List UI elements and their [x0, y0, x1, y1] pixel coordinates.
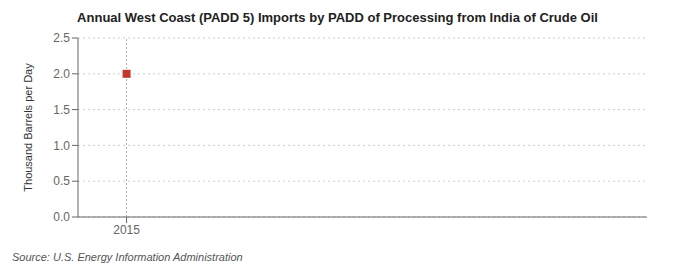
svg-text:2.0: 2.0	[53, 67, 70, 81]
svg-text:2.5: 2.5	[53, 31, 70, 45]
svg-text:2015: 2015	[113, 223, 140, 237]
svg-text:1.0: 1.0	[53, 139, 70, 153]
svg-text:1.5: 1.5	[53, 103, 70, 117]
svg-text:Thousand Barrels per Day: Thousand Barrels per Day	[22, 63, 34, 192]
svg-text:0.0: 0.0	[53, 210, 70, 224]
html-text:Annual West Coast (PADD 5) Imp: Annual West Coast (PADD 5) Imports by PA…	[77, 10, 598, 25]
html-text:Source: U.S. Energy Informatio: Source: U.S. Energy Information Administ…	[12, 251, 243, 263]
svg-text:0.5: 0.5	[53, 174, 70, 188]
